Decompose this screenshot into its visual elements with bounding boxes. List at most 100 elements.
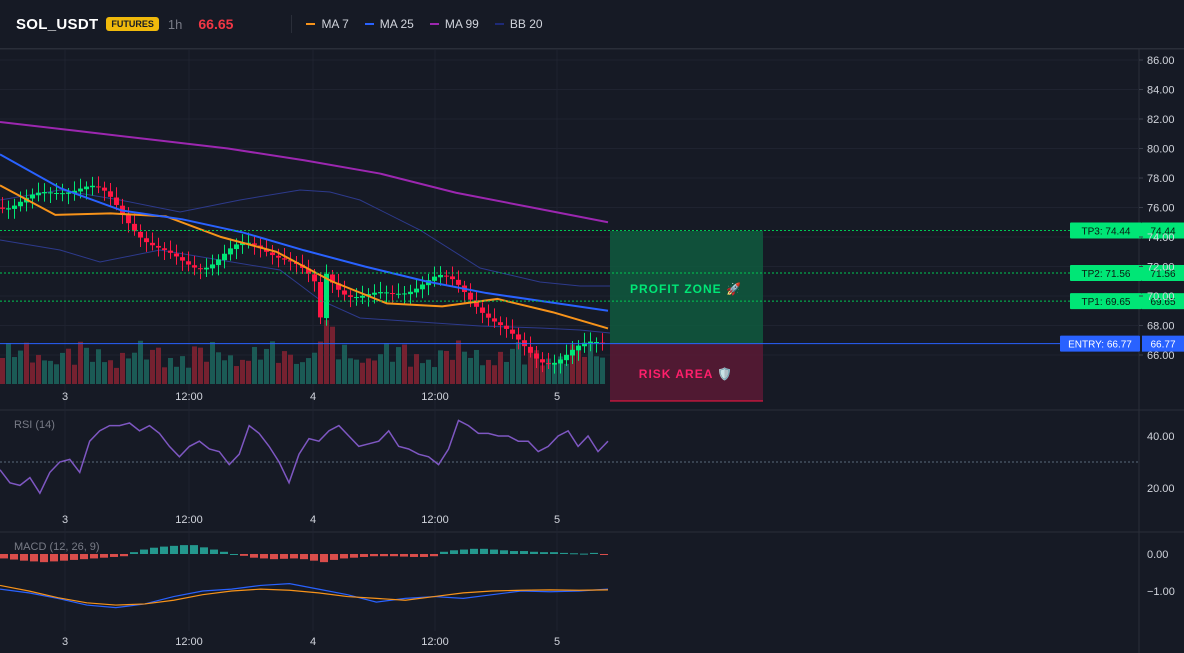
volume-bar	[378, 354, 383, 384]
ma7-swatch	[306, 23, 316, 25]
volume-bar	[120, 352, 125, 384]
candle-body	[180, 257, 185, 261]
volume-bar	[108, 360, 113, 384]
candle-body	[342, 290, 347, 295]
candle-body	[102, 187, 107, 191]
candle-body	[378, 292, 383, 294]
candle-body	[504, 325, 509, 329]
volume-bar	[576, 350, 581, 384]
symbol-name[interactable]: SOL_USDT	[16, 15, 99, 33]
volume-bar	[156, 347, 161, 384]
price-tick-label: 82.00	[1147, 114, 1175, 126]
time-label: 4	[310, 514, 316, 526]
candle-body	[408, 291, 413, 295]
volume-bar	[450, 359, 455, 384]
volume-bar	[312, 352, 317, 384]
candle-body	[84, 186, 89, 190]
candle-body	[204, 267, 209, 270]
volume-bar	[24, 342, 29, 384]
volume-bar	[480, 365, 485, 384]
macd-histogram-bar	[280, 554, 288, 559]
volume-bar	[204, 361, 209, 384]
macd-pane: 0.00 −1.00	[0, 545, 1175, 609]
profit-zone-label: PROFIT ZONE 🚀	[630, 282, 742, 296]
macd-histogram-bar	[10, 554, 18, 560]
macd-histogram-bar	[130, 552, 138, 554]
legend-ma25[interactable]: MA 25	[364, 17, 414, 31]
macd-histogram-bar	[320, 554, 328, 563]
candle-body	[54, 192, 59, 194]
volume-bar	[408, 366, 413, 384]
time-axis: 3 12:00 4 12:00 5 3 12:00 4 12:00 5 3 12:00 4 12:00 5	[62, 391, 560, 648]
level-price-tag	[1142, 335, 1184, 352]
macd-histogram-bar	[0, 554, 8, 559]
macd-histogram-bar	[370, 554, 378, 557]
volume-bar	[510, 348, 515, 384]
level-price-label: 74.44	[1150, 227, 1175, 238]
volume-bar	[102, 362, 107, 384]
volume-bar	[264, 348, 269, 384]
macd-histogram-bar	[170, 545, 178, 554]
macd-histogram-bar	[300, 554, 308, 560]
volume-bar	[366, 358, 371, 384]
time-label: 3	[62, 514, 68, 526]
volume-bar	[588, 341, 593, 384]
level-tag-label: TP2: 71.56	[1082, 269, 1131, 280]
volume-bar	[78, 341, 83, 384]
candle-body	[138, 231, 143, 238]
volume-bar	[372, 360, 377, 384]
time-label: 5	[554, 391, 560, 403]
legend-bb20[interactable]: BB 20	[494, 17, 543, 31]
volume-bar	[180, 356, 185, 384]
legend-ma7[interactable]: MA 7	[306, 17, 349, 31]
candle-body	[6, 208, 11, 210]
legend-ma25-label: MA 25	[379, 17, 414, 31]
candle-body	[516, 334, 521, 340]
macd-histogram-bar	[190, 545, 198, 554]
candle-body	[594, 341, 599, 343]
macd-histogram-bar	[80, 554, 88, 560]
macd-histogram-bar	[560, 552, 568, 554]
legend-ma99[interactable]: MA 99	[429, 17, 479, 31]
volume-bar	[186, 367, 191, 384]
volume-bar	[114, 367, 119, 384]
time-label: 5	[554, 514, 560, 526]
volume-bar	[276, 362, 281, 384]
volume-bar	[198, 347, 203, 384]
profit-zone	[610, 231, 763, 344]
timeframe-label[interactable]: 1h	[167, 16, 183, 32]
price-axis[interactable]: 86.00 84.00 82.00 80.00 78.00 76.00 74.00 72.00…	[1139, 55, 1175, 362]
macd-histogram-bar	[550, 552, 558, 554]
level-price-label: 71.56	[1150, 269, 1175, 280]
candle-body	[288, 260, 293, 262]
macd-histogram-bar	[290, 554, 298, 559]
macd-line	[0, 582, 609, 609]
candle-body	[186, 261, 191, 265]
volume-bar	[396, 347, 401, 384]
grid	[0, 49, 1139, 631]
volume-bar	[438, 350, 443, 384]
macd-histogram-bar	[570, 553, 578, 555]
volume-bar	[432, 367, 437, 384]
macd-histogram-bar	[70, 554, 78, 560]
macd-histogram-bar	[510, 551, 518, 554]
macd-histogram-bar	[490, 549, 498, 554]
macd-histogram-bar	[140, 549, 148, 554]
volume-bar	[228, 355, 233, 384]
volume-bar	[420, 363, 425, 384]
volume-bar	[528, 347, 533, 384]
header-divider	[291, 15, 293, 33]
price-tick-label: 84.00	[1147, 85, 1175, 97]
macd-histogram-bar	[580, 553, 588, 555]
candle-body	[324, 273, 329, 319]
moving-averages	[0, 120, 609, 330]
candle-body	[372, 292, 377, 295]
candle-body	[42, 192, 47, 194]
candle-body	[108, 191, 113, 197]
macd-histogram-bar	[350, 554, 358, 558]
bb-lower	[0, 239, 611, 334]
candle-body	[18, 201, 23, 207]
time-label: 12:00	[175, 514, 203, 526]
time-label: 5	[554, 636, 560, 648]
